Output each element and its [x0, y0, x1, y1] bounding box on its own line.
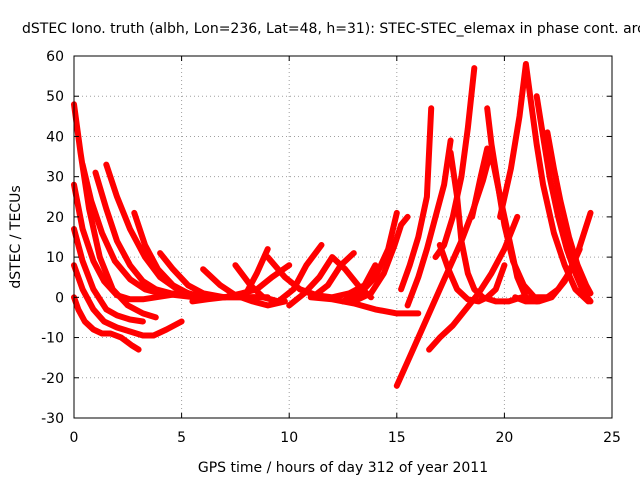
series-arc-30: [512, 209, 594, 305]
y-tick-label: 60: [46, 49, 64, 65]
y-tick-label: 30: [46, 170, 64, 186]
y-tick-label: 40: [46, 129, 64, 145]
series-arc-16: [297, 262, 379, 301]
y-tick-label: -20: [41, 371, 64, 387]
y-tick-label: -10: [41, 331, 64, 347]
series-arc-32: [544, 129, 594, 297]
x-tick-label: 20: [495, 430, 513, 446]
series-arc-4: [71, 226, 146, 325]
series-arc-19: [350, 213, 411, 305]
axis-ticks: 0 5 10 15 20 25 -30 -20 -10 0 10 20 30 40 50 60: [41, 49, 621, 446]
series-arc-11: [189, 262, 293, 305]
data-series: [71, 61, 594, 389]
series-arc-31: [533, 93, 594, 305]
y-tick-label: 50: [46, 89, 64, 105]
series-arc-25: [436, 242, 508, 305]
x-tick-label: 0: [70, 430, 79, 446]
x-axis-label: GPS time / hours of day 312 of year 2011: [198, 460, 488, 476]
series-arc-26: [447, 149, 525, 305]
series-arc-2: [71, 294, 142, 353]
series-arc-22: [404, 137, 454, 309]
x-tick-label: 5: [177, 430, 186, 446]
series-arc-17: [307, 294, 422, 317]
y-axis-label: dSTEC / TECUs: [8, 185, 24, 288]
chart-title: dSTEC Iono. truth (albh, Lon=236, Lat=48…: [22, 21, 640, 37]
series-arc-3: [71, 262, 185, 339]
series-arc-21: [398, 105, 435, 293]
plot-frame: [73, 55, 613, 419]
y-tick-label: 20: [46, 210, 64, 226]
x-tick-label: 15: [388, 430, 406, 446]
y-tick-label: 10: [46, 250, 64, 266]
x-tick-label: 10: [280, 430, 298, 446]
series-arc-18: [340, 209, 400, 305]
series-arc-13: [232, 242, 325, 305]
series-arc-12: [200, 266, 288, 309]
y-tick-label: 0: [55, 290, 64, 306]
series-arc-7: [92, 169, 207, 301]
series-arc-28: [484, 105, 551, 301]
series-arc-10: [157, 246, 271, 301]
y-tick-label: -30: [41, 411, 64, 427]
x-tick-label: 25: [603, 430, 621, 446]
